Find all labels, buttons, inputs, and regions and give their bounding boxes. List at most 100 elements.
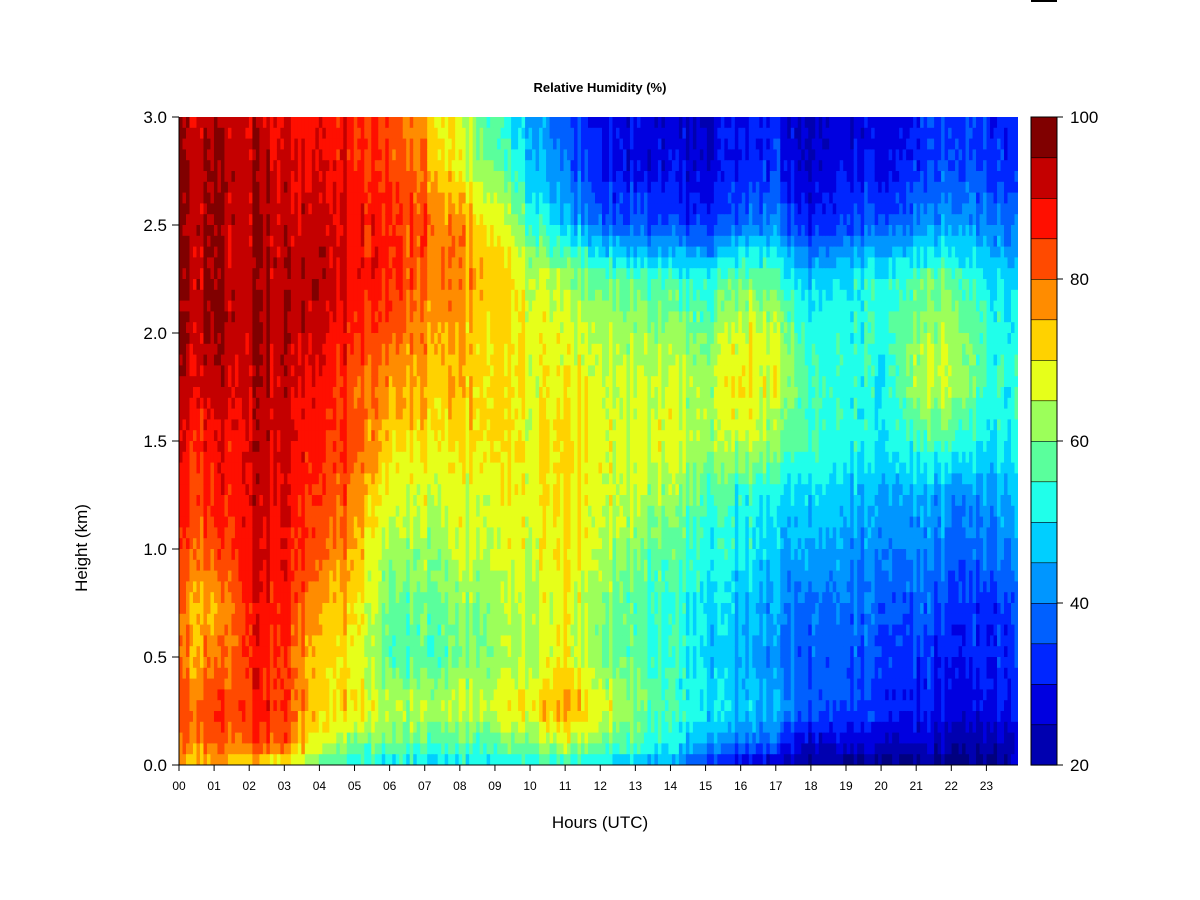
heatmap-cell xyxy=(283,149,288,161)
heatmap-cell xyxy=(308,333,313,345)
heatmap-cell xyxy=(427,473,432,485)
heatmap-cell xyxy=(458,322,463,334)
heatmap-cell xyxy=(206,214,212,226)
heatmap-cell xyxy=(360,322,365,334)
heatmap-cell xyxy=(224,657,229,669)
heatmap-cell xyxy=(423,149,428,161)
heatmap-cell xyxy=(224,322,229,334)
heatmap-cell xyxy=(311,700,316,712)
heatmap-cell xyxy=(294,311,299,323)
heatmap-cell xyxy=(241,376,247,388)
heatmap-cell xyxy=(203,613,208,626)
heatmap-cell xyxy=(185,646,191,658)
heatmap-cell xyxy=(199,117,205,129)
heatmap-cell xyxy=(388,354,393,366)
heatmap-cell xyxy=(213,516,219,528)
heatmap-cell xyxy=(423,516,428,528)
heatmap-cell xyxy=(451,624,456,636)
heatmap-cell xyxy=(259,473,264,485)
heatmap-cell xyxy=(353,246,358,258)
heatmap-cell xyxy=(357,689,362,701)
heatmap-cell xyxy=(206,127,212,140)
heatmap-cell xyxy=(343,203,348,215)
heatmap-cell xyxy=(465,646,470,658)
heatmap-cell xyxy=(234,559,240,572)
heatmap-cell xyxy=(367,538,372,550)
heatmap-cell xyxy=(255,311,261,323)
heatmap-cell xyxy=(423,117,428,129)
heatmap-cell xyxy=(192,225,198,237)
heatmap-cell xyxy=(353,289,358,302)
heatmap-cell xyxy=(220,268,226,280)
heatmap-cell xyxy=(276,408,281,420)
heatmap-cell xyxy=(252,473,257,485)
heatmap-cell xyxy=(427,624,432,636)
heatmap-cell xyxy=(290,646,295,658)
heatmap-cell xyxy=(406,538,411,550)
heatmap-cell xyxy=(318,246,323,258)
heatmap-cell xyxy=(297,333,302,345)
heatmap-cell xyxy=(444,646,449,658)
heatmap-cell xyxy=(392,570,397,582)
heatmap-cell xyxy=(206,387,212,399)
heatmap-cell xyxy=(427,408,432,420)
heatmap-cell xyxy=(332,516,337,528)
heatmap-cell xyxy=(227,538,233,550)
heatmap-cell xyxy=(189,397,194,410)
heatmap-cell xyxy=(409,192,414,204)
heatmap-cell xyxy=(360,462,365,474)
heatmap-cell xyxy=(199,171,205,183)
heatmap-cell xyxy=(210,538,215,550)
heatmap-cell xyxy=(294,257,299,269)
heatmap-cell xyxy=(304,117,309,129)
heatmap-cell xyxy=(381,322,386,334)
heatmap-cell xyxy=(224,624,229,636)
heatmap-cell xyxy=(343,624,348,636)
heatmap-cell xyxy=(248,721,254,734)
heatmap-cell xyxy=(287,646,292,658)
heatmap-cell xyxy=(451,397,456,410)
heatmap-cell xyxy=(227,732,233,744)
heatmap-cell xyxy=(364,181,369,194)
heatmap-cell xyxy=(276,635,281,647)
heatmap-cell xyxy=(462,462,467,474)
heatmap-cell xyxy=(462,127,467,140)
heatmap-cell xyxy=(451,333,456,345)
heatmap-cell xyxy=(290,700,295,712)
heatmap-cell xyxy=(231,127,236,140)
heatmap-cell xyxy=(374,171,379,183)
heatmap-cell xyxy=(462,387,467,399)
heatmap-cell xyxy=(420,203,425,215)
heatmap-cell xyxy=(399,430,404,442)
heatmap-cell xyxy=(210,516,215,528)
heatmap-cell xyxy=(423,354,428,366)
heatmap-cell xyxy=(402,181,407,194)
heatmap-cell xyxy=(360,592,365,604)
heatmap-cell xyxy=(189,624,194,636)
heatmap-cell xyxy=(455,462,460,474)
heatmap-cell xyxy=(381,635,386,647)
heatmap-cell xyxy=(385,246,390,258)
heatmap-cell xyxy=(451,138,456,150)
heatmap-cell xyxy=(192,300,198,312)
heatmap-cell xyxy=(451,387,456,399)
heatmap-cell xyxy=(252,343,257,356)
heatmap-cell xyxy=(231,203,236,215)
heatmap-cell xyxy=(234,365,240,377)
heatmap-cell xyxy=(385,181,390,194)
heatmap-cell xyxy=(385,397,390,410)
heatmap-cell xyxy=(423,203,428,215)
heatmap-cell xyxy=(444,257,449,269)
heatmap-cell xyxy=(465,354,470,366)
heatmap-cell xyxy=(266,581,271,593)
heatmap-cell xyxy=(301,343,306,356)
heatmap-cell xyxy=(329,203,334,215)
heatmap-cell xyxy=(252,538,257,550)
heatmap-cell xyxy=(350,689,355,701)
heatmap-cell xyxy=(395,451,400,464)
heatmap-cell xyxy=(451,300,456,312)
heatmap-cell xyxy=(308,678,313,690)
heatmap-cell xyxy=(280,462,285,474)
heatmap-cell xyxy=(374,667,379,680)
heatmap-cell xyxy=(392,397,397,410)
